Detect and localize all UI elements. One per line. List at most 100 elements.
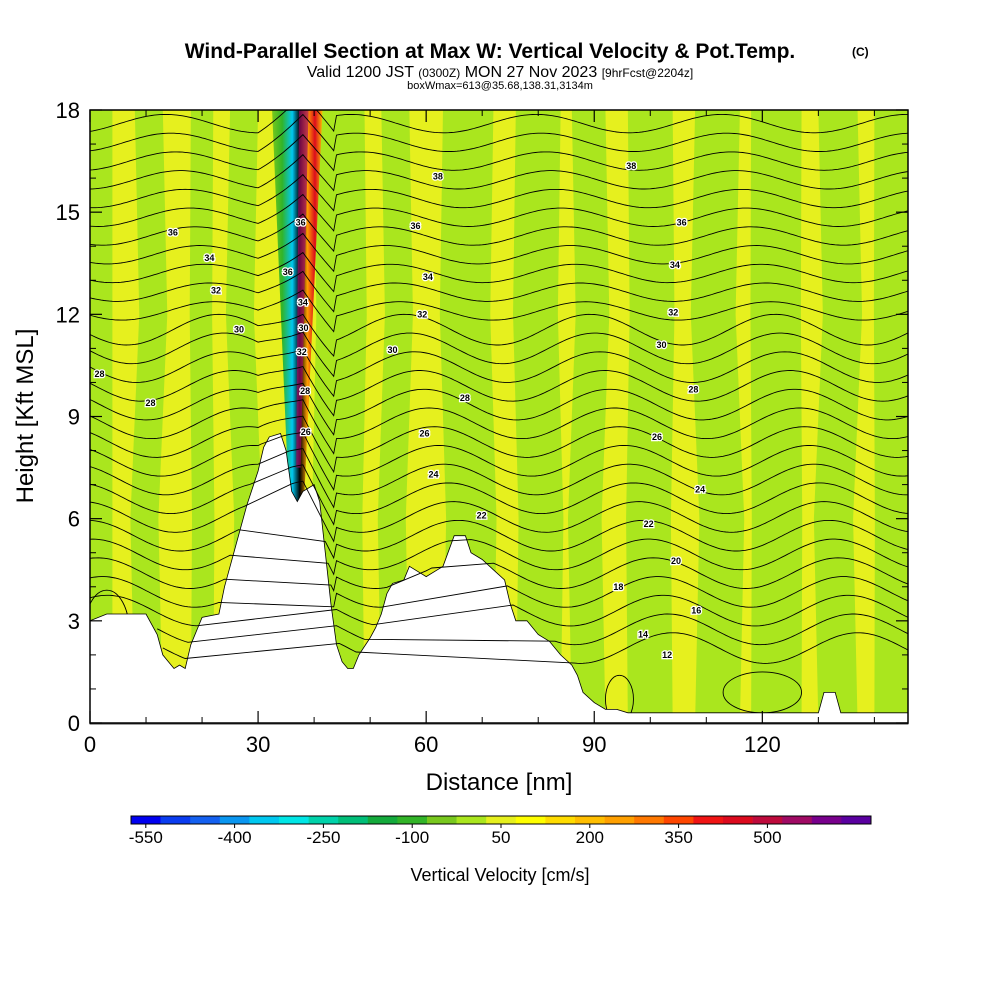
svg-text:36: 36 xyxy=(411,221,421,231)
terrain xyxy=(89,433,909,725)
colorbar-tick-label: -400 xyxy=(218,828,252,847)
isentrope-line xyxy=(89,576,909,608)
svg-text:22: 22 xyxy=(644,519,654,529)
y-tick-label: 6 xyxy=(68,507,80,532)
low-contour xyxy=(605,674,634,723)
svg-text:26: 26 xyxy=(419,429,429,439)
svg-text:20: 20 xyxy=(671,556,681,566)
isentrope-line xyxy=(89,519,909,560)
isentrope-line xyxy=(89,251,909,293)
isentrope-line xyxy=(89,480,909,543)
y-tick-label: 18 xyxy=(56,98,80,123)
colorbar-swatch xyxy=(486,816,517,824)
y-tick-label: 12 xyxy=(56,302,80,327)
theta-label: 28 xyxy=(459,392,472,405)
svg-text:24: 24 xyxy=(428,469,438,479)
theta-label: 32 xyxy=(416,308,429,321)
theta-label: 32 xyxy=(667,306,680,319)
isentrope-line xyxy=(89,270,909,313)
isentrope-line xyxy=(156,613,909,646)
svg-text:14: 14 xyxy=(638,629,648,639)
colorbar-tick-label: 200 xyxy=(576,828,604,847)
svg-text:16: 16 xyxy=(691,606,701,616)
svg-text:36: 36 xyxy=(283,267,293,277)
colorbar-swatch xyxy=(545,816,576,824)
theta-label: 34 xyxy=(203,252,216,265)
theta-label: 32 xyxy=(210,284,223,297)
colorbar-label: Vertical Velocity [cm/s] xyxy=(410,865,589,885)
svg-text:28: 28 xyxy=(688,384,698,394)
svg-text:22: 22 xyxy=(477,510,487,520)
svg-text:36: 36 xyxy=(168,228,178,238)
subtitle-forecast: [9hrFcst@2204z] xyxy=(602,66,694,80)
colorbar-tick-label: 350 xyxy=(664,828,692,847)
colorbar-tick-label: -550 xyxy=(129,828,163,847)
isentrope-line xyxy=(89,113,909,152)
updraft-sheet xyxy=(272,110,323,502)
isentrope-line xyxy=(89,464,909,526)
theta-label: 36 xyxy=(282,266,295,279)
isentrope-line xyxy=(89,134,909,172)
colorbar-swatch xyxy=(634,816,665,824)
svg-text:28: 28 xyxy=(460,393,470,403)
x-tick-label: 30 xyxy=(246,732,270,757)
velocity-band xyxy=(813,110,863,723)
y-tick-label: 3 xyxy=(68,609,80,634)
y-tick-label: 0 xyxy=(68,711,80,736)
chart-title: Wind-Parallel Section at Max W: Vertical… xyxy=(185,40,796,63)
theta-label: 38 xyxy=(432,170,445,183)
theta-label: 34 xyxy=(669,259,682,272)
theta-label: 26 xyxy=(651,431,664,444)
theta-label: 30 xyxy=(297,322,310,335)
colorbar-swatch xyxy=(693,816,724,824)
svg-text:36: 36 xyxy=(677,217,687,227)
theta-label: 24 xyxy=(427,468,440,481)
colorbar-tick-label: 500 xyxy=(753,828,781,847)
colorbar-swatch xyxy=(160,816,191,824)
colorbar-swatch xyxy=(841,816,872,824)
isentrope-line xyxy=(89,109,908,134)
isentrope-line xyxy=(89,154,909,192)
isentrope-line xyxy=(89,415,909,474)
theta-label: 24 xyxy=(694,483,707,496)
x-tick-label: 0 xyxy=(84,732,96,757)
subtitle-date: MON 27 Nov 2023 xyxy=(465,64,598,81)
theta-label: 20 xyxy=(670,555,683,568)
colorbar-tick-label: 50 xyxy=(492,828,511,847)
colorbar-swatch xyxy=(190,816,221,824)
svg-text:36: 36 xyxy=(296,217,306,227)
colorbar-swatch xyxy=(811,816,842,824)
velocity-band xyxy=(626,110,675,723)
svg-text:32: 32 xyxy=(297,347,307,357)
svg-text:32: 32 xyxy=(668,308,678,318)
svg-text:38: 38 xyxy=(433,171,443,181)
theta-label: 28 xyxy=(144,397,157,410)
svg-text:30: 30 xyxy=(298,323,308,333)
svg-text:18: 18 xyxy=(613,582,623,592)
isentrope-line xyxy=(89,289,909,333)
svg-text:30: 30 xyxy=(388,345,398,355)
isentrope-line xyxy=(89,538,909,576)
svg-text:34: 34 xyxy=(204,253,214,263)
theta-label: 26 xyxy=(299,426,312,439)
svg-text:26: 26 xyxy=(301,427,311,437)
svg-text:32: 32 xyxy=(211,285,221,295)
isentrope-line xyxy=(89,399,909,455)
x-axis-label: Distance [nm] xyxy=(426,769,573,796)
colorbar-swatch xyxy=(367,816,398,824)
theta-label: 22 xyxy=(475,509,488,522)
isentrope-line xyxy=(89,193,909,232)
theta-label: 36 xyxy=(167,226,180,239)
isentrope-line xyxy=(89,557,909,592)
colorbar-swatch xyxy=(427,816,457,824)
colorbar-swatch xyxy=(663,816,694,824)
theta-label: 36 xyxy=(675,216,688,229)
svg-text:28: 28 xyxy=(300,386,310,396)
theta-label: 30 xyxy=(655,339,668,352)
colorbar-swatch xyxy=(752,816,783,824)
theta-label: 30 xyxy=(233,323,246,336)
isentrope-line xyxy=(89,232,909,273)
svg-text:28: 28 xyxy=(95,369,105,379)
